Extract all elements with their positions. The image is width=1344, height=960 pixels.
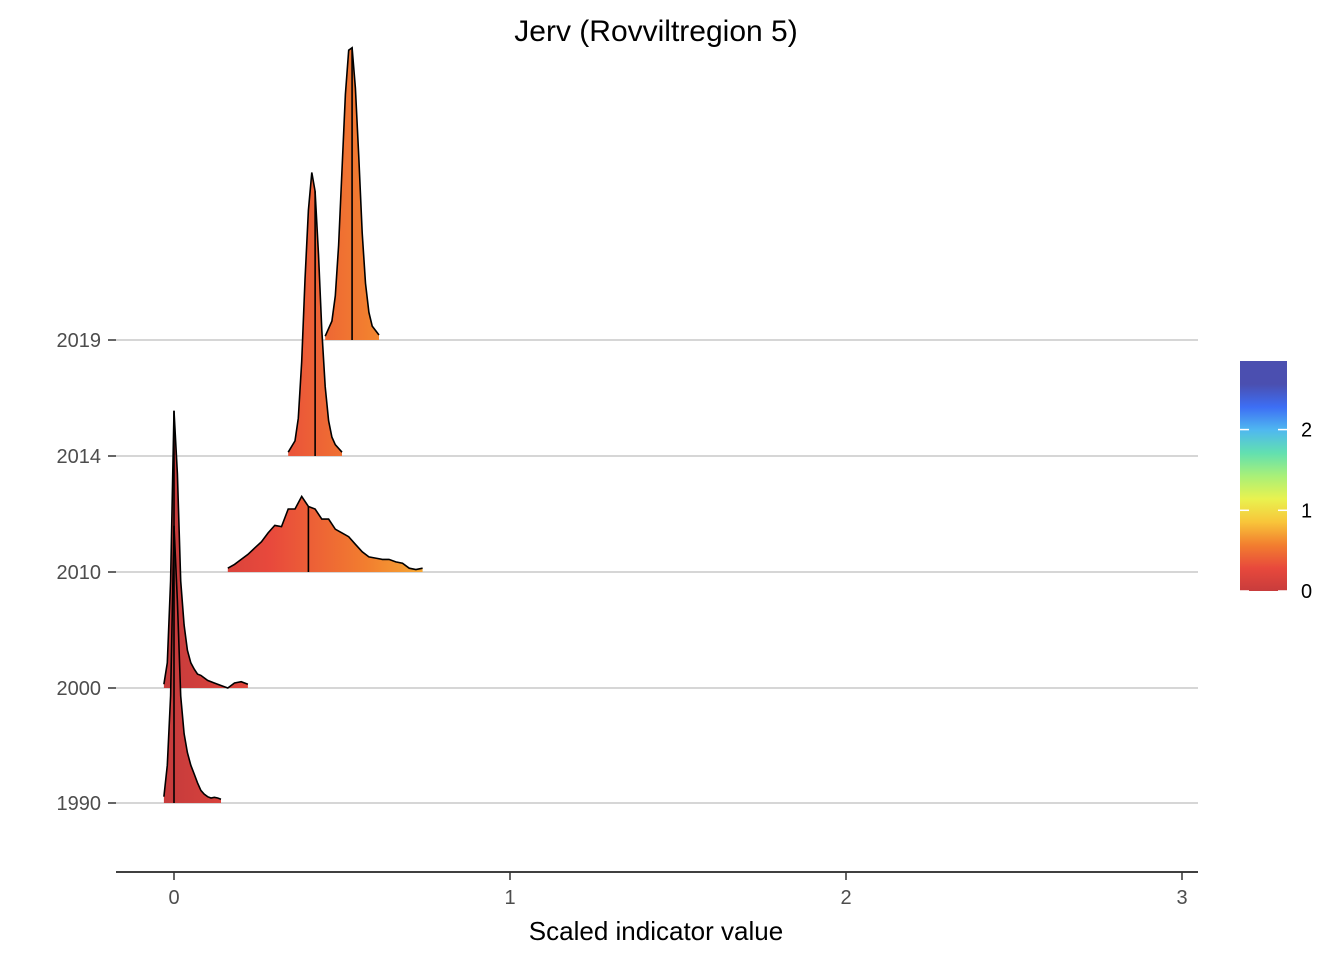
x-tick-label-0: 0 <box>168 887 179 909</box>
ridges <box>163 46 423 803</box>
color-legend: 0 1 2 <box>1240 361 1312 603</box>
x-tick-label-2: 2 <box>840 887 851 909</box>
ridge-fill-1990 <box>163 525 221 803</box>
x-tick-label-1: 1 <box>504 887 515 909</box>
legend-ticks: 0 1 2 <box>1240 420 1312 603</box>
y-tick-label-1990: 1990 <box>57 793 102 815</box>
y-tick-label-2019: 2019 <box>57 330 102 352</box>
y-axis-tick-labels: 1990 2000 2010 2014 2019 <box>57 330 102 815</box>
y-tick-label-2010: 2010 <box>57 562 102 584</box>
x-axis-ticks: 0 1 2 3 <box>168 872 1188 909</box>
ridge-fill-2010 <box>227 496 423 572</box>
x-tick-label-3: 3 <box>1176 887 1187 909</box>
legend-tick-label-1: 1 <box>1301 500 1312 522</box>
legend-tick-label-2: 2 <box>1301 420 1312 442</box>
legend-tick-label-0: 0 <box>1301 581 1312 603</box>
y-tick-label-2000: 2000 <box>57 678 102 700</box>
legend-colorbar <box>1240 361 1287 591</box>
chart-title: Jerv (Rovviltregion 5) <box>514 15 797 48</box>
ridge-outline-2010 <box>227 494 423 571</box>
y-tick-label-2014: 2014 <box>57 446 102 468</box>
x-axis-label: Scaled indicator value <box>529 916 783 946</box>
